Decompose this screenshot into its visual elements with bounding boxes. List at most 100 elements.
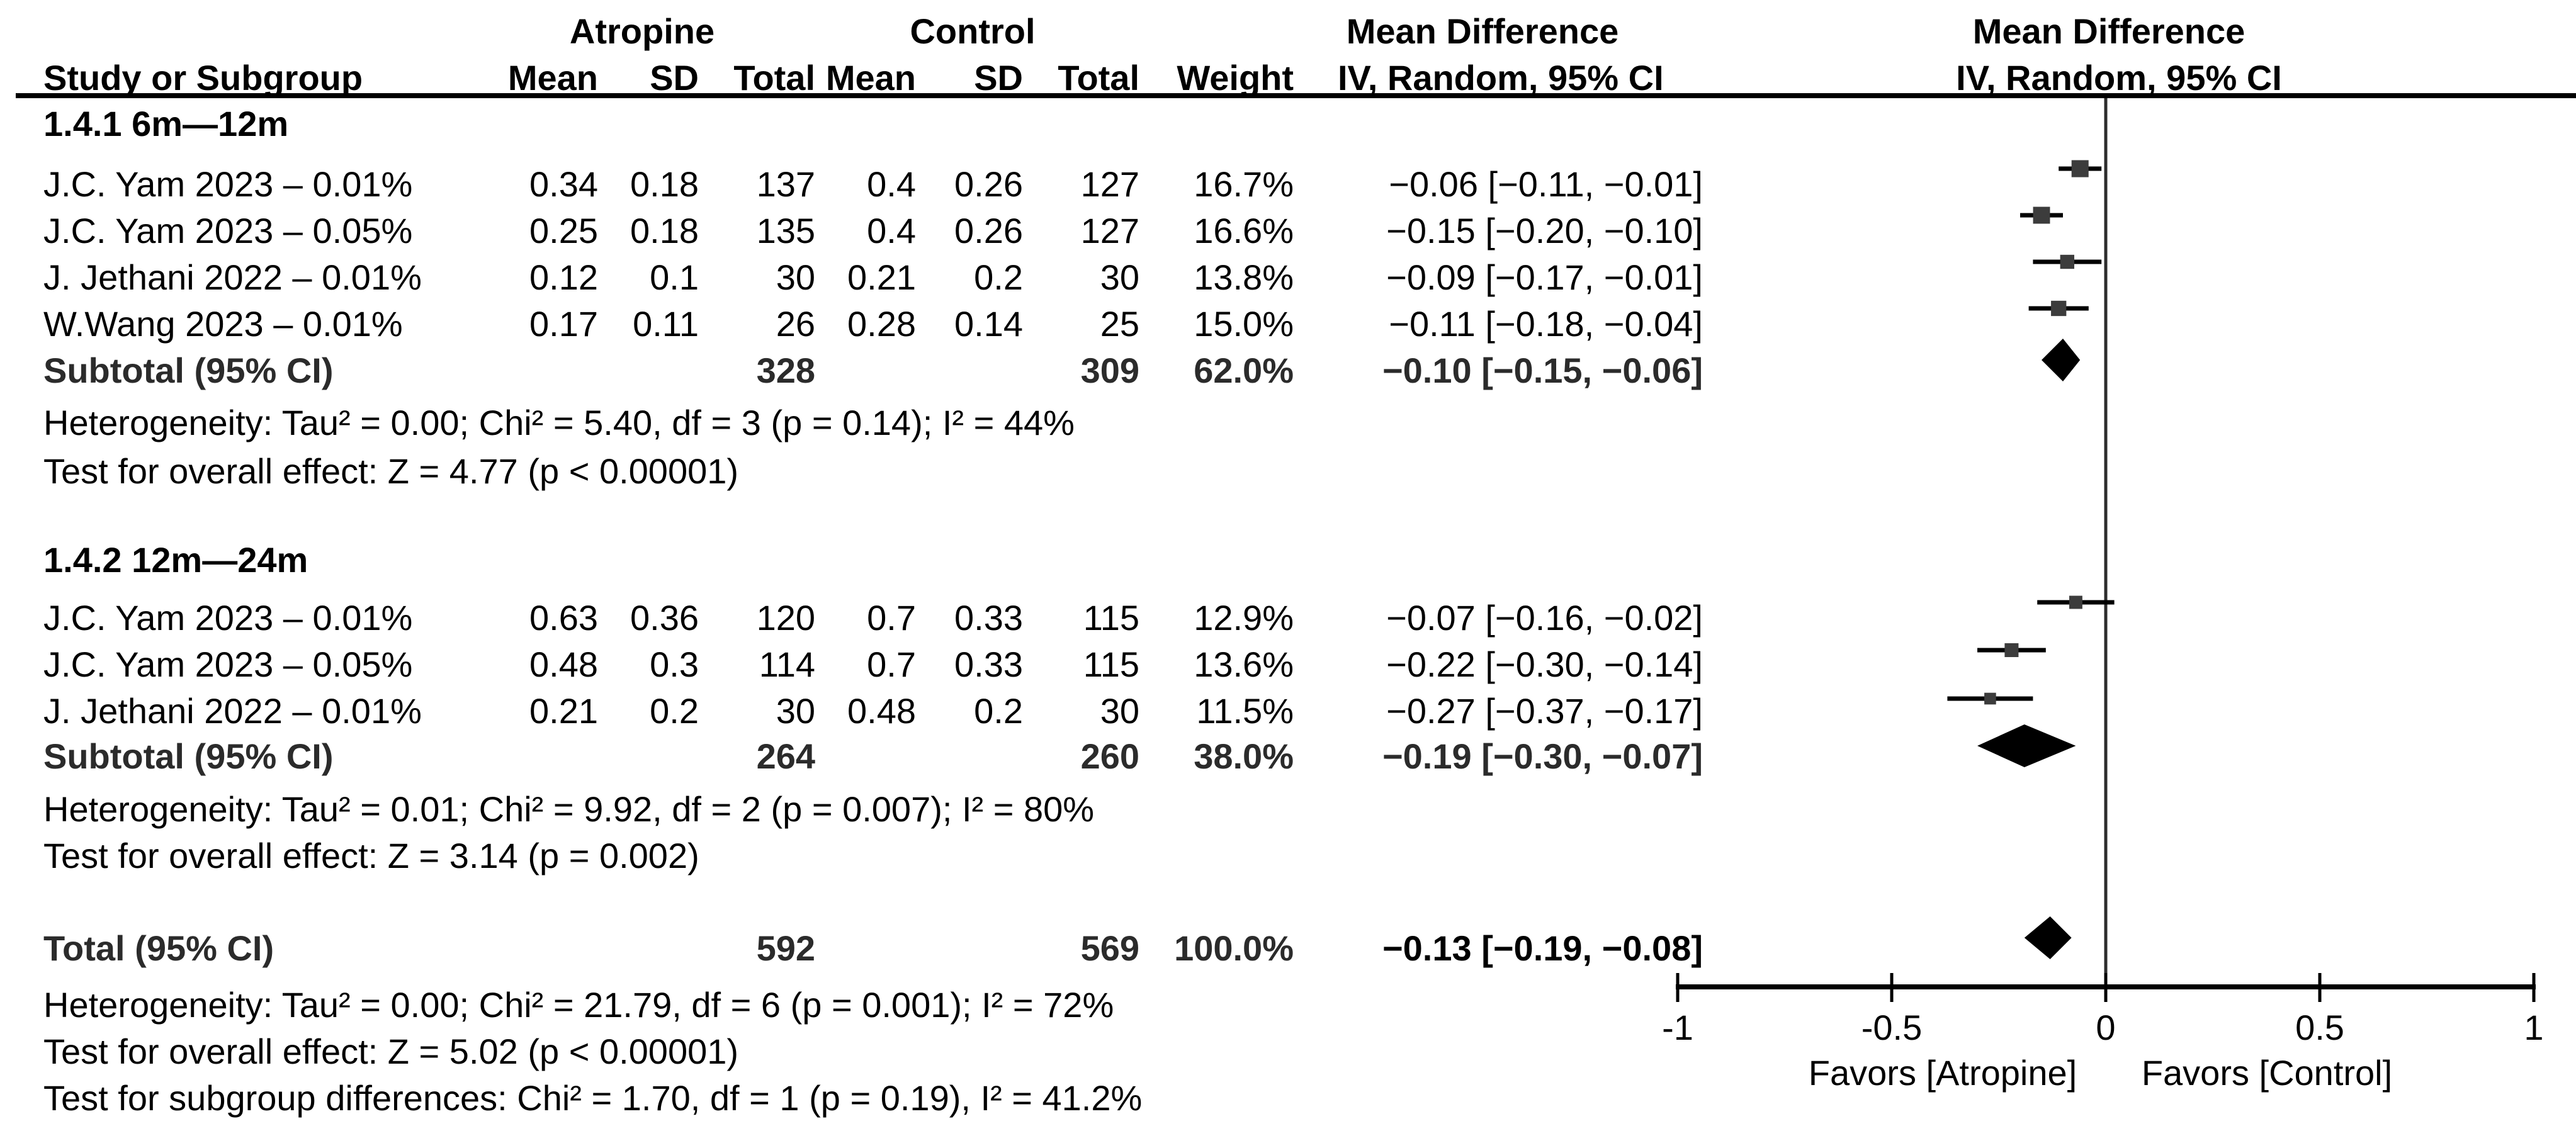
total-ci: −0.13 [−0.19, −0.08]: [1382, 928, 1703, 968]
ci-value: −0.09 [−0.17, −0.01]: [1386, 257, 1703, 297]
total2-value: 115: [1083, 644, 1139, 684]
col-header-sd1: SD: [650, 58, 699, 98]
total-label: Total (95% CI): [43, 928, 274, 968]
mean1-value: 0.48: [529, 644, 598, 684]
sd1-value: 0.2: [650, 691, 699, 731]
total1-value: 114: [759, 644, 815, 684]
weight-value: 16.6%: [1194, 211, 1294, 250]
ci-value: −0.07 [−0.16, −0.02]: [1386, 598, 1703, 638]
col-header-iv-ci: IV, Random, 95% CI: [1338, 58, 1664, 98]
study-marker: [2060, 254, 2074, 269]
total-total1: 592: [756, 928, 815, 968]
sd1-value: 0.36: [630, 598, 699, 638]
total1-value: 120: [756, 598, 815, 638]
axis-tick: [2318, 973, 2322, 1002]
subtotal-total1: 328: [756, 351, 815, 390]
mean2-value: 0.48: [847, 691, 916, 731]
axis-tick-label: 0: [2096, 1008, 2116, 1047]
weight-value: 13.6%: [1194, 644, 1294, 684]
weight-value: 15.0%: [1194, 304, 1294, 344]
subtotal-ci: −0.19 [−0.30, −0.07]: [1382, 736, 1703, 776]
ci-value: −0.11 [−0.18, −0.04]: [1389, 304, 1703, 344]
heterogeneity-note-total: Heterogeneity: Tau² = 0.00; Chi² = 21.79…: [43, 985, 1114, 1025]
subgroup-title: 1.4.2 12m—24m: [43, 540, 308, 580]
axis-tick-label: -1: [1662, 1008, 1693, 1047]
study-marker: [2071, 160, 2089, 177]
study-label: J.C. Yam 2023 – 0.05%: [43, 644, 413, 684]
study-label: J.C. Yam 2023 – 0.05%: [43, 211, 413, 250]
subtotal-label: Subtotal (95% CI): [43, 736, 334, 776]
total-total2: 569: [1080, 928, 1139, 968]
sd1-value: 0.18: [630, 164, 699, 204]
study-marker: [1984, 692, 1996, 705]
total2-value: 127: [1080, 164, 1139, 204]
col-header-total2: Total: [1058, 58, 1139, 98]
col-header-mean2: Mean: [825, 58, 916, 98]
total1-value: 137: [756, 164, 815, 204]
study-marker: [2033, 206, 2050, 224]
axis-tick-label: 1: [2524, 1008, 2544, 1047]
study-label: J.C. Yam 2023 – 0.01%: [43, 164, 413, 204]
ci-value: −0.22 [−0.30, −0.14]: [1386, 644, 1703, 684]
total2-value: 30: [1100, 257, 1139, 297]
mean2-value: 0.21: [847, 257, 916, 297]
total-diamond: [2024, 916, 2072, 959]
header-group-control: Control: [910, 11, 1036, 51]
subtotal-ci: −0.10 [−0.15, −0.06]: [1382, 351, 1703, 390]
col-header-iv-ci-plot: IV, Random, 95% CI: [1956, 58, 2282, 98]
heterogeneity-note: Heterogeneity: Tau² = 0.00; Chi² = 5.40,…: [43, 403, 1075, 442]
mean1-value: 0.34: [529, 164, 598, 204]
mean1-value: 0.12: [529, 257, 598, 297]
sd2-value: 0.33: [954, 598, 1023, 638]
total2-value: 25: [1100, 304, 1139, 344]
subtotal-diamond: [1977, 724, 2076, 767]
total1-value: 30: [776, 691, 815, 731]
ci-value: −0.27 [−0.37, −0.17]: [1386, 691, 1703, 731]
sd1-value: 0.18: [630, 211, 699, 250]
study-label: J. Jethani 2022 – 0.01%: [43, 691, 422, 731]
col-header-mean1: Mean: [507, 58, 598, 98]
total1-value: 26: [776, 304, 815, 344]
sd1-value: 0.3: [650, 644, 699, 684]
header-mean-difference-plot: Mean Difference: [1972, 11, 2246, 51]
sd2-value: 0.33: [954, 644, 1023, 684]
header-group-atropine: Atropine: [569, 11, 715, 51]
mean1-value: 0.63: [529, 598, 598, 638]
study-marker: [2051, 300, 2067, 317]
subtotal-total2: 260: [1080, 736, 1139, 776]
zero-line: [2104, 98, 2108, 987]
col-header-sd2: SD: [974, 58, 1023, 98]
weight-value: 16.7%: [1194, 164, 1294, 204]
total-weight: 100.0%: [1174, 928, 1294, 968]
subtotal-label: Subtotal (95% CI): [43, 351, 334, 390]
mean2-value: 0.4: [867, 211, 916, 250]
overall-effect-note-total: Test for overall effect: Z = 5.02 (p < 0…: [43, 1032, 739, 1071]
mean2-value: 0.7: [867, 598, 916, 638]
sd2-value: 0.2: [974, 257, 1023, 297]
subtotal-total1: 264: [756, 736, 815, 776]
axis-tick: [1890, 973, 1894, 1002]
axis-tick: [2532, 973, 2536, 1002]
total2-value: 30: [1100, 691, 1139, 731]
subtotal-total2: 309: [1080, 351, 1139, 390]
heterogeneity-note: Heterogeneity: Tau² = 0.01; Chi² = 9.92,…: [43, 789, 1095, 829]
axis-tick-label: -0.5: [1861, 1008, 1923, 1047]
ci-value: −0.06 [−0.11, −0.01]: [1389, 164, 1703, 204]
mean1-value: 0.21: [529, 691, 598, 731]
total1-value: 30: [776, 257, 815, 297]
weight-value: 11.5%: [1196, 691, 1294, 731]
axis-tick: [2104, 973, 2108, 1002]
overall-effect-note: Test for overall effect: Z = 3.14 (p = 0…: [43, 836, 699, 875]
sd1-value: 0.1: [650, 257, 699, 297]
total2-value: 115: [1083, 598, 1139, 638]
subtotal-weight: 62.0%: [1194, 351, 1294, 390]
sd2-value: 0.26: [954, 211, 1023, 250]
mean2-value: 0.28: [847, 304, 916, 344]
ci-value: −0.15 [−0.20, −0.10]: [1386, 211, 1703, 250]
col-header-weight: Weight: [1177, 58, 1294, 98]
axis-tick-label: 0.5: [2295, 1008, 2344, 1047]
mean1-value: 0.25: [529, 211, 598, 250]
study-marker: [2004, 643, 2019, 658]
total1-value: 135: [756, 211, 815, 250]
